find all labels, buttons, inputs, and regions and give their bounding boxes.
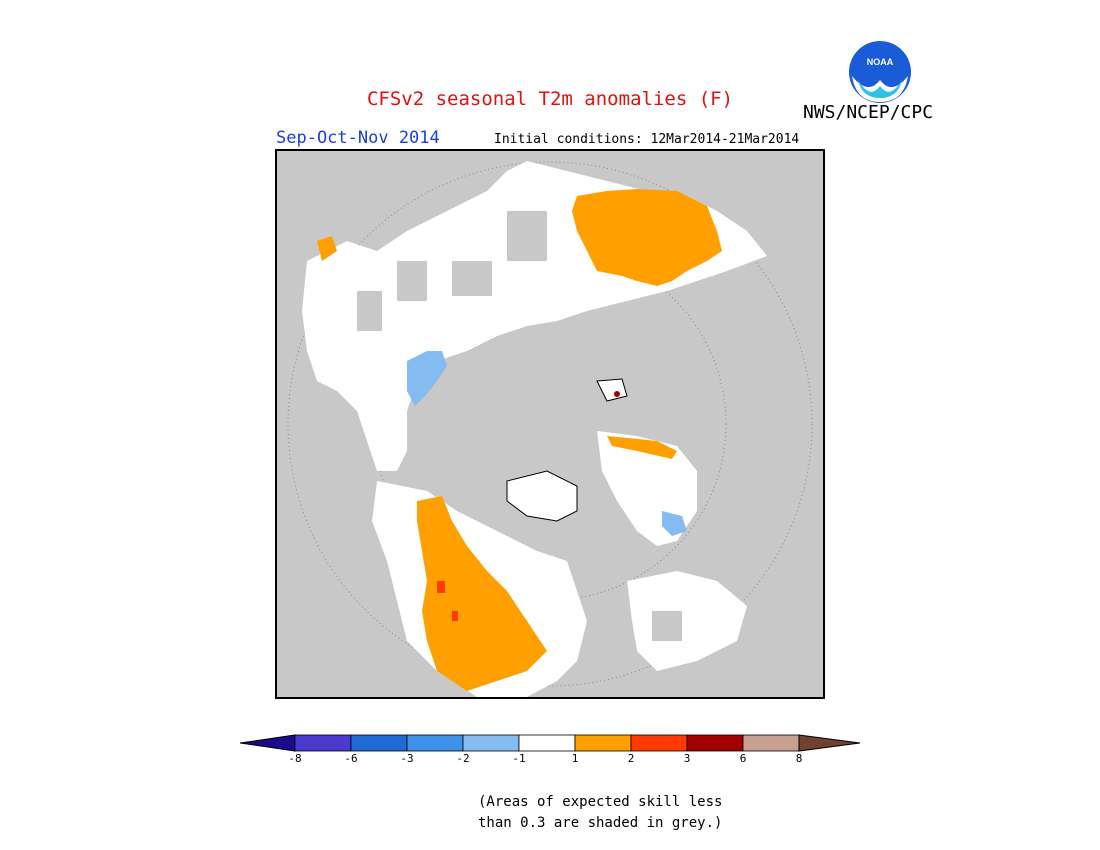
colorbar-tick-label: -1	[512, 752, 526, 765]
season-label: Sep-Oct-Nov 2014	[276, 128, 440, 148]
colorbar-tick-label: 3	[683, 752, 691, 765]
agency-label: NWS/NCEP/CPC	[803, 102, 934, 123]
colorbar-tick-label: 8	[795, 752, 803, 765]
polar-map	[275, 149, 825, 699]
colorbar-tick-label: -6	[344, 752, 358, 765]
noaa-logo-icon: NOAA	[848, 40, 912, 104]
outer-latitude-circle	[287, 161, 813, 687]
note-line-2: than 0.3 are shaded in grey.)	[478, 815, 723, 831]
colorbar-tick-label: 2	[627, 752, 635, 765]
initial-conditions-label: Initial conditions: 12Mar2014-21Mar2014	[494, 132, 800, 147]
greenland-landmass	[597, 431, 697, 546]
logo-text: NOAA	[867, 57, 894, 67]
colorbar-left-arrow	[239, 734, 296, 752]
map-title: CFSv2 seasonal T2m anomalies (F)	[366, 88, 734, 110]
arctic-islands	[506, 378, 628, 522]
colorbar-tick-label: -8	[288, 752, 302, 765]
colorbar-tick-label: 1	[571, 752, 579, 765]
colorbar-box	[406, 734, 464, 752]
colorbar-box	[574, 734, 632, 752]
asia-pacific-landmass	[627, 571, 747, 671]
skill-note: (Areas of expected skill less than 0.3 a…	[478, 792, 722, 834]
colorbar-right-arrow	[798, 734, 861, 752]
north-america-landmass	[372, 481, 587, 697]
colorbar	[239, 733, 861, 753]
colorbar-box	[630, 734, 688, 752]
colorbar-box	[294, 734, 352, 752]
colorbar-box	[686, 734, 744, 752]
colorbar-tick-label: -3	[400, 752, 414, 765]
colorbar-box	[462, 734, 520, 752]
note-line-1: (Areas of expected skill less	[478, 794, 723, 810]
eurasia-landmass	[302, 161, 767, 471]
colorbar-box	[742, 734, 800, 752]
colorbar-tick-label: -2	[456, 752, 470, 765]
colorbar-tick-label: 6	[739, 752, 747, 765]
colorbar-box	[518, 734, 576, 752]
colorbar-box	[350, 734, 408, 752]
